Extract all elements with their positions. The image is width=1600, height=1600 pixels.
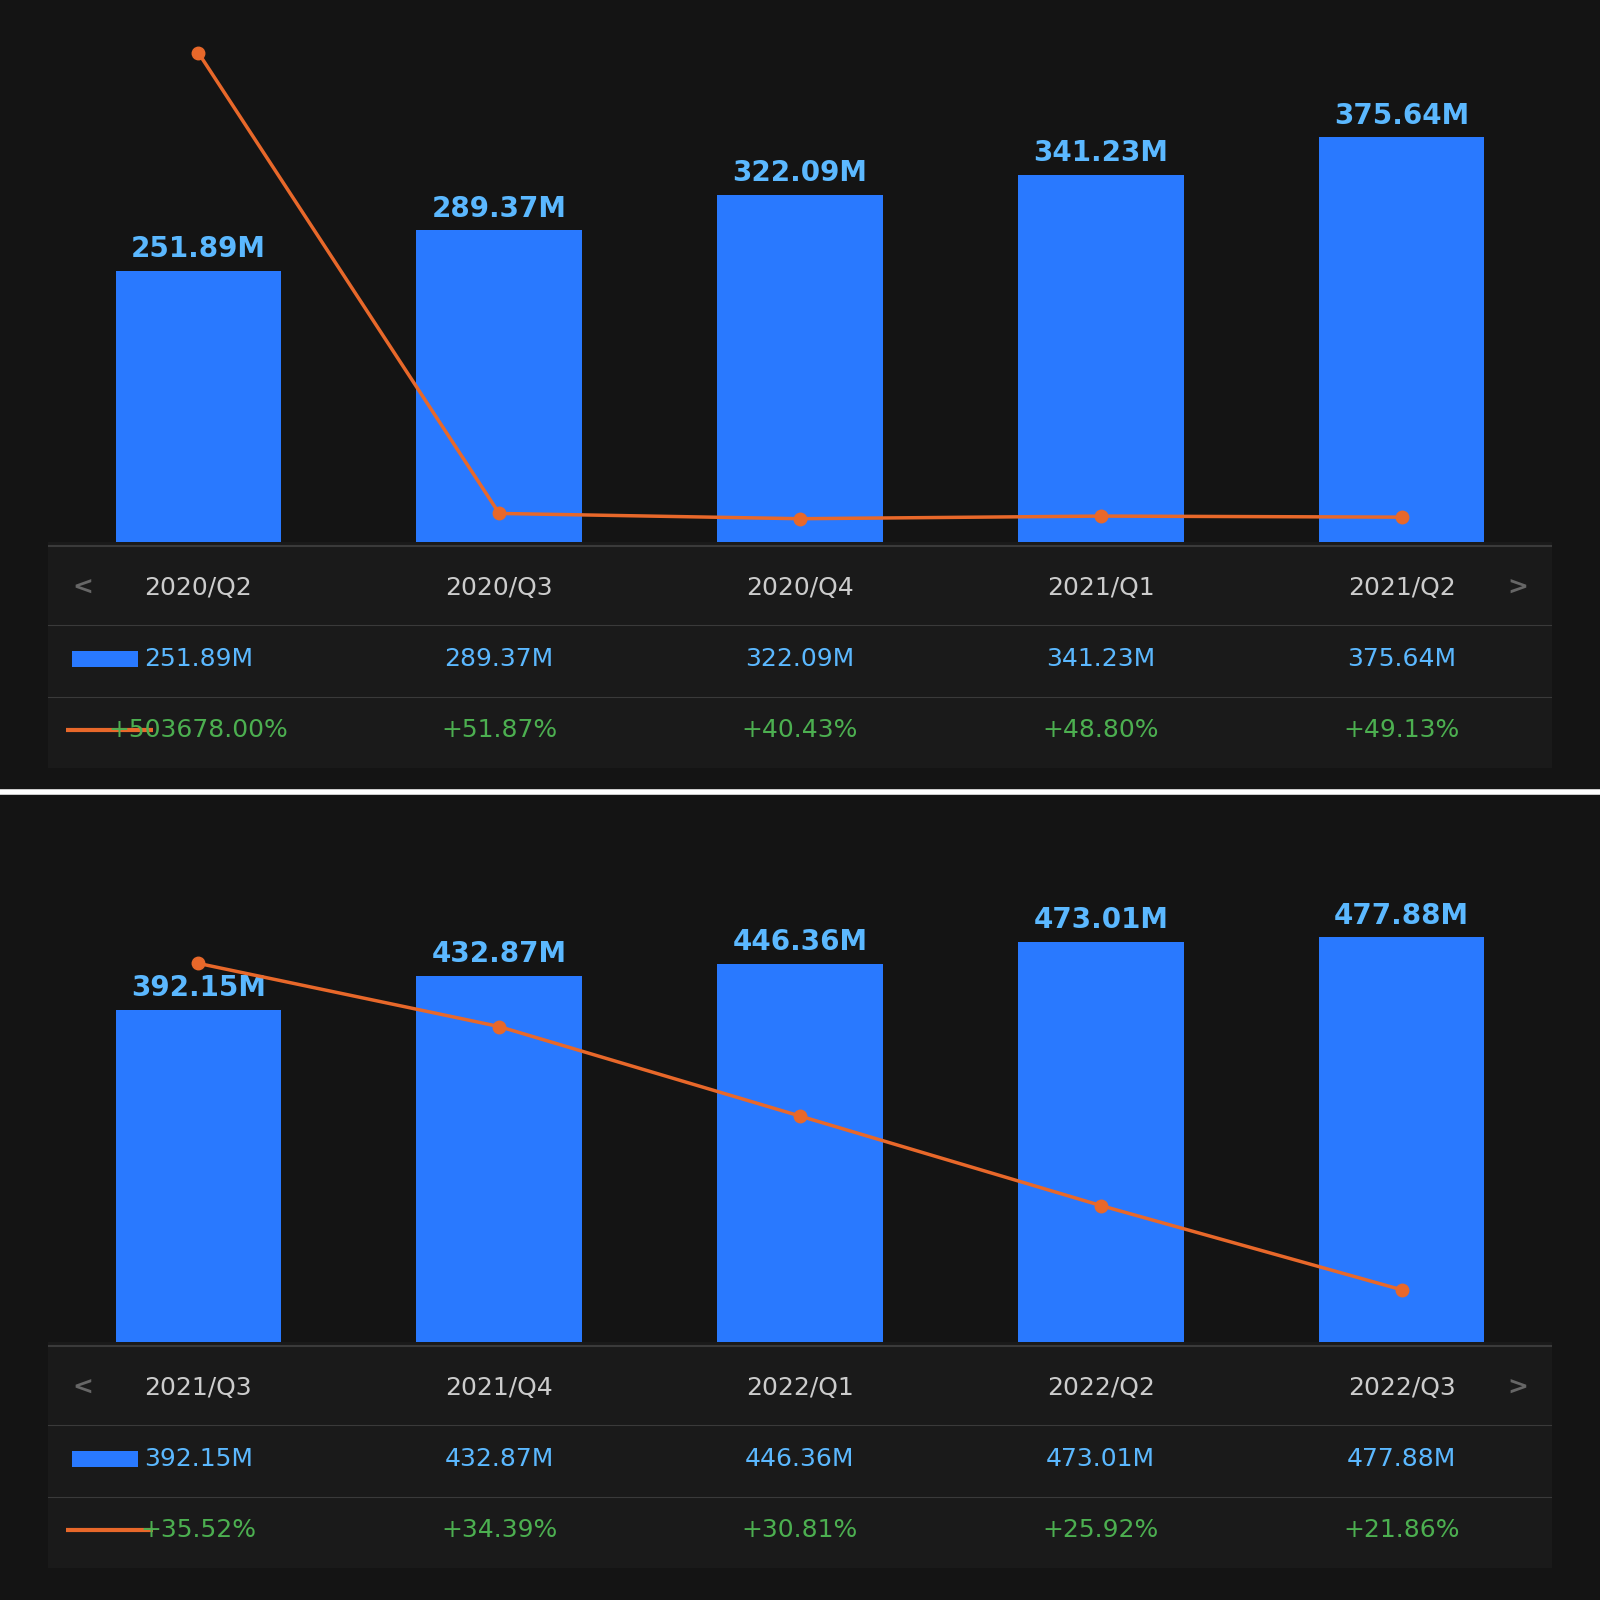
Text: +35.52%: +35.52%: [141, 1518, 256, 1542]
Text: 2020/Q3: 2020/Q3: [445, 576, 554, 600]
Text: 432.87M: 432.87M: [445, 1446, 554, 1470]
Bar: [115, 1010, 282, 1342]
Text: 289.37M: 289.37M: [445, 646, 554, 670]
Text: 477.88M: 477.88M: [1334, 901, 1469, 930]
Text: 477.88M: 477.88M: [1347, 1446, 1456, 1470]
Text: 341.23M: 341.23M: [1034, 139, 1168, 166]
Bar: [416, 230, 582, 542]
Text: +25.92%: +25.92%: [1043, 1518, 1158, 1542]
Text: 2020/Q4: 2020/Q4: [746, 576, 854, 600]
Text: 2021/Q1: 2021/Q1: [1046, 576, 1155, 600]
Bar: [1018, 942, 1184, 1342]
Text: >: >: [1507, 576, 1528, 600]
Bar: [1318, 138, 1485, 542]
Text: +48.80%: +48.80%: [1043, 718, 1158, 742]
Bar: [1318, 938, 1485, 1342]
Bar: [72, 1451, 138, 1467]
Text: 322.09M: 322.09M: [733, 160, 867, 187]
Text: 2022/Q1: 2022/Q1: [746, 1376, 854, 1400]
Text: 289.37M: 289.37M: [432, 195, 566, 222]
Text: 375.64M: 375.64M: [1347, 646, 1456, 670]
Bar: [1018, 174, 1184, 542]
Text: <: <: [72, 576, 93, 600]
Text: 432.87M: 432.87M: [432, 939, 566, 968]
Text: 2022/Q2: 2022/Q2: [1046, 1376, 1155, 1400]
Bar: [416, 976, 582, 1342]
Text: +51.87%: +51.87%: [442, 718, 557, 742]
Bar: [717, 965, 883, 1342]
Text: +30.81%: +30.81%: [742, 1518, 858, 1542]
Text: +49.13%: +49.13%: [1344, 718, 1459, 742]
Text: +21.86%: +21.86%: [1344, 1518, 1459, 1542]
Text: 2022/Q3: 2022/Q3: [1347, 1376, 1456, 1400]
Text: 322.09M: 322.09M: [746, 646, 854, 670]
Text: +503678.00%: +503678.00%: [109, 718, 288, 742]
Text: 446.36M: 446.36M: [746, 1446, 854, 1470]
Bar: [717, 195, 883, 542]
Text: >: >: [1507, 1376, 1528, 1400]
Text: 2021/Q3: 2021/Q3: [144, 1376, 253, 1400]
Text: 473.01M: 473.01M: [1034, 906, 1168, 934]
Text: 2021/Q2: 2021/Q2: [1347, 576, 1456, 600]
Text: 392.15M: 392.15M: [131, 974, 266, 1002]
Text: +34.39%: +34.39%: [442, 1518, 557, 1542]
Bar: [72, 651, 138, 667]
Text: 251.89M: 251.89M: [131, 235, 266, 262]
Bar: [115, 270, 282, 542]
Text: 341.23M: 341.23M: [1046, 646, 1155, 670]
Text: +40.43%: +40.43%: [742, 718, 858, 742]
Text: 446.36M: 446.36M: [733, 928, 867, 957]
Text: 473.01M: 473.01M: [1046, 1446, 1155, 1470]
Text: 392.15M: 392.15M: [144, 1446, 253, 1470]
Text: 2021/Q4: 2021/Q4: [445, 1376, 554, 1400]
Text: 2020/Q2: 2020/Q2: [144, 576, 253, 600]
Text: 251.89M: 251.89M: [144, 646, 253, 670]
Text: <: <: [72, 1376, 93, 1400]
Text: 375.64M: 375.64M: [1334, 101, 1469, 130]
